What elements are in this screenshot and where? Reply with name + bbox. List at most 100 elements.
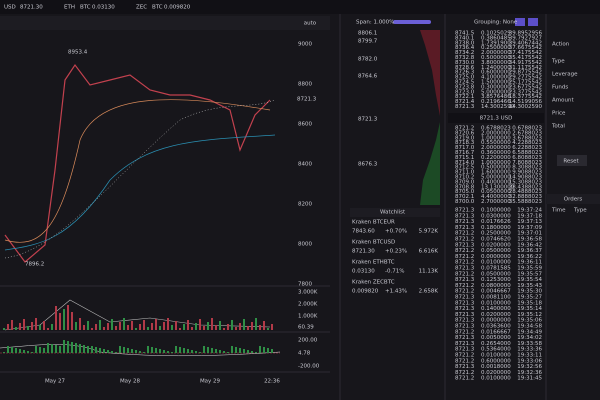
volume-bar	[171, 325, 173, 330]
macd-bar	[199, 352, 201, 353]
book-total: 35.4175542	[509, 55, 542, 61]
trade-amount: 0.1400000	[481, 306, 511, 312]
trade-time: 19:33:36	[517, 347, 542, 353]
trade-time: 19:35:30	[517, 289, 542, 295]
trade-time: 19:35:54	[517, 277, 542, 283]
orders-tab[interactable]	[546, 194, 600, 204]
macd-bar	[111, 351, 113, 353]
volume-bar	[227, 324, 229, 330]
book-amount: 0.1025029	[481, 31, 511, 37]
trade-price: 8721.2	[455, 248, 474, 254]
trade-price: 8721.2	[455, 289, 474, 295]
trade-amount: 0.1000000	[481, 208, 511, 214]
trade-price: 8721.3	[455, 324, 475, 330]
trade-price: 8721.3	[455, 242, 475, 248]
macd-bar	[35, 346, 37, 353]
book-total: 37.4175542	[509, 50, 542, 56]
watchlist-price: 0.03130	[352, 269, 375, 275]
book-total: 37.6675542	[509, 45, 542, 51]
moving-average	[4, 99, 271, 243]
trade-time: 19:36:11	[517, 260, 542, 266]
book-total: 29.2775542	[509, 75, 542, 81]
price-axis-label: 7800	[298, 282, 312, 288]
volume-bar	[147, 327, 149, 330]
macd-bar	[99, 348, 101, 353]
trade-amount: 0.0800000	[481, 283, 511, 289]
book-price: 8718.3	[455, 140, 475, 146]
trade-price: 8721.2	[455, 231, 474, 237]
volume-bar	[43, 321, 45, 330]
macd-bar	[23, 350, 25, 353]
form-label: Total	[551, 124, 565, 130]
trade-price: 8721.3	[455, 341, 475, 347]
book-total: 23.6775542	[509, 84, 542, 90]
macd-bar	[87, 346, 89, 353]
book-amount: 0.2196466	[481, 99, 511, 105]
trade-amount: 0.1253000	[481, 277, 511, 283]
book-amount: 0.6788023	[481, 126, 511, 132]
book-amount: 3.8000000	[481, 60, 511, 66]
volume-bar	[215, 325, 217, 330]
volume-bar	[155, 319, 157, 330]
trade-amount: 0.0100000	[481, 300, 511, 306]
macd-bar	[247, 350, 249, 353]
time-axis-label: 22:36	[264, 379, 280, 385]
trade-time: 19:33:58	[517, 341, 542, 347]
book-price: 8716.7	[455, 150, 475, 156]
macd-bar	[195, 351, 197, 353]
trade-amount: 0.0000000	[481, 254, 511, 260]
book-total: 31.1175542	[509, 65, 542, 71]
macd-bar	[235, 347, 237, 353]
book-amount: 1.0000000	[481, 160, 511, 166]
orders-tab-label: Orders	[564, 197, 583, 203]
watchlist-pair: Kraken BTCUSD	[352, 240, 395, 246]
book-amount: 1.5000000	[481, 80, 511, 86]
grouping-plus[interactable]	[528, 18, 538, 26]
reset-label: Reset	[563, 159, 579, 165]
trade-amount: 0.0100000	[481, 376, 511, 382]
macd-bar	[231, 346, 233, 353]
trade-price: 8721.3	[455, 213, 475, 219]
span-slider[interactable]	[393, 20, 431, 24]
price-axis-label: 8200	[298, 202, 312, 208]
orders-column: Type	[573, 208, 587, 214]
macd-bar	[143, 352, 145, 353]
book-price: 8705.0	[455, 189, 475, 195]
price-axis-label: 8000	[298, 242, 312, 248]
trade-time: 19:35:27	[517, 295, 542, 301]
macd-bar	[267, 348, 269, 353]
macd-bar	[179, 347, 181, 353]
volume-bar	[255, 318, 257, 330]
volume-bar	[91, 328, 93, 330]
price-line	[4, 63, 271, 263]
content: USD 8721.30 ETH BTC 0.03130 ZEC BTC 0.009820aut…	[3, 5, 587, 385]
reset-button[interactable]	[557, 155, 587, 166]
macd-bar	[47, 343, 49, 353]
volume-bar	[107, 323, 109, 330]
trade-price: 8721.2	[455, 260, 474, 266]
watchlist-pair: Kraken ZECBTC	[352, 280, 395, 286]
trade-time: 19:36:42	[517, 242, 542, 248]
grouping-minus[interactable]	[515, 18, 525, 26]
volume-bar	[95, 324, 97, 330]
macd-bar	[91, 346, 93, 353]
book-price: 8724.5	[455, 80, 475, 86]
trade-price: 8721.2	[455, 353, 474, 359]
trade-time: 19:32:36	[517, 370, 542, 376]
book-total: 25.1775542	[509, 80, 542, 86]
macd-bar	[175, 346, 177, 353]
trade-price: 8721.2	[455, 358, 474, 364]
volume-bar	[51, 324, 53, 330]
watchlist-volume: 6.616K	[419, 249, 439, 255]
macd-bar	[271, 349, 273, 353]
volume-bar	[207, 322, 209, 330]
macd-bar	[103, 349, 105, 353]
watchlist-volume: 5.972K	[419, 229, 439, 235]
trade-amount: 0.0300000	[481, 213, 511, 219]
book-price: 8709.0	[455, 179, 475, 185]
trade-price: 8721.3	[455, 219, 475, 225]
pair-name: USD	[4, 5, 16, 11]
macd-bar	[3, 352, 5, 353]
macd-bar	[95, 347, 97, 353]
book-total: 39.4067442	[509, 40, 542, 46]
